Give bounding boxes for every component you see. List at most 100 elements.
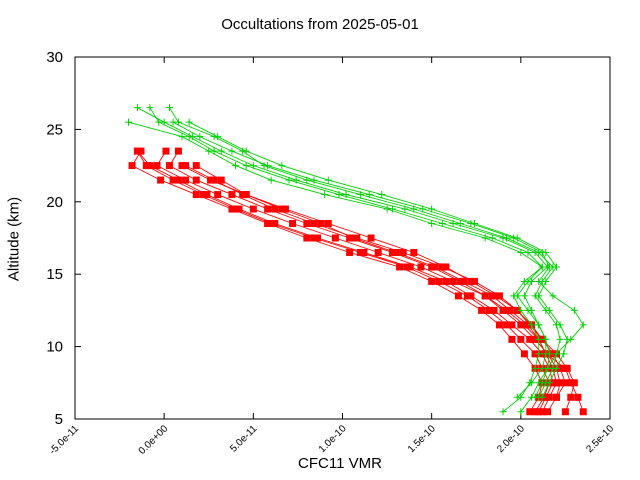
data-point [133,104,141,112]
data-point [125,118,132,126]
data-point [174,118,182,126]
data-point [260,162,268,170]
data-point [531,350,539,358]
data-point [520,292,528,300]
data-point [378,191,386,199]
data-point [210,176,218,184]
data-point [285,176,293,184]
x-tick-label: 1.0e-10 [317,423,349,455]
data-point [454,292,462,300]
plot-frame [74,56,611,420]
data-point [503,306,511,314]
data-point [499,408,507,416]
series-3 [166,147,560,416]
x-tick-label: 5.0e-11 [228,423,260,455]
series-0 [133,147,557,416]
x-tick-label: 1.5e-10 [406,423,438,455]
data-point [528,379,536,387]
data-point [264,205,272,213]
data-point [542,335,550,343]
data-point [199,191,207,199]
data-point [428,205,436,213]
data-point [278,205,286,213]
data-point [271,205,279,213]
data-point [310,234,318,242]
data-point [153,162,161,170]
data-point [531,335,539,343]
x-axis-label: CFC11 VMR [298,455,382,472]
data-point [485,306,493,314]
data-point [303,220,311,228]
data-point [146,162,154,170]
series-line [128,121,543,413]
data-point [508,321,516,329]
data-point [535,248,543,256]
data-point [442,277,450,285]
data-point [513,234,521,242]
data-point [503,321,511,329]
data-point [388,248,396,256]
data-point [545,379,553,387]
data-point [278,162,286,170]
data-point [517,306,525,314]
data-point [174,147,182,155]
data-point [520,350,528,358]
data-point [182,162,190,170]
data-point [431,263,439,271]
data-point [214,191,222,199]
data-point [570,379,578,387]
data-point [579,408,587,416]
data-point [217,176,225,184]
data-point [506,306,514,314]
data-point [264,220,272,228]
y-axis: 5 10 15 20 25 30 [46,49,610,428]
data-point [267,220,275,228]
data-point [403,263,411,271]
data-point [574,393,582,401]
data-point [531,408,539,416]
data-point [538,393,546,401]
data-point [388,205,396,213]
data-point [460,277,468,285]
data-point [517,335,525,343]
data-point [538,263,546,271]
data-point [513,393,521,401]
data-point [192,176,200,184]
data-point [428,277,436,285]
data-point [467,292,475,300]
data-point [517,408,525,416]
data-point [192,162,200,170]
data-point [396,263,404,271]
data-point [556,335,564,343]
data-point [360,248,368,256]
data-point [178,162,186,170]
data-point [146,104,154,112]
data-point [542,248,550,256]
data-point [524,248,532,256]
data-point [538,350,546,358]
y-tick-label: 5 [55,411,63,428]
data-point [438,220,446,228]
data-point [470,220,478,228]
data-point [242,191,250,199]
data-point [553,263,560,271]
data-point [531,364,539,372]
data-point [346,248,354,256]
data-point [549,379,557,387]
data-point [456,277,464,285]
data-point [545,350,553,358]
data-point [478,306,486,314]
data-point [192,191,200,199]
x-tick-label: 2.0e-10 [495,423,527,455]
data-point [203,191,211,199]
data-point [353,234,361,242]
data-point [535,321,543,329]
data-point [346,234,354,242]
data-point [356,191,364,199]
data-point [492,292,500,300]
series-10 [169,118,587,416]
series-line [188,121,568,398]
data-point [508,335,516,343]
data-point [324,220,332,228]
